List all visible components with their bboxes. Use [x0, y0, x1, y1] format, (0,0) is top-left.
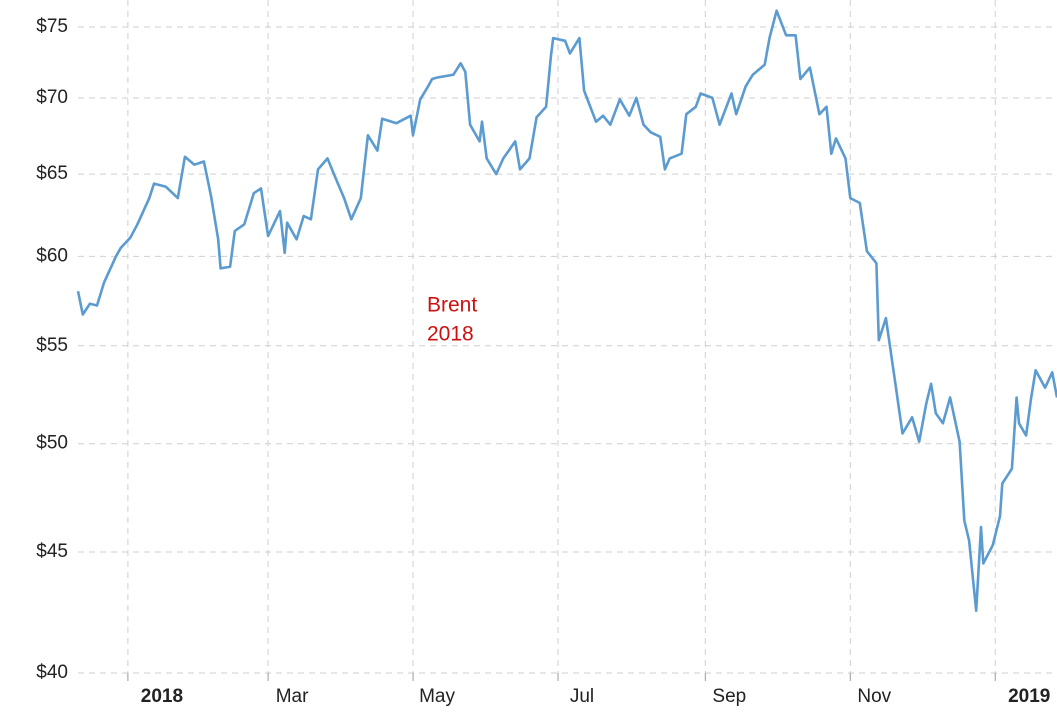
x-tick-label: Mar — [276, 686, 309, 707]
y-tick-label: $45 — [36, 541, 68, 562]
x-tick-label: 2018 — [141, 686, 183, 707]
y-tick-label: $60 — [36, 245, 68, 266]
x-tick-label: 2019 — [1008, 686, 1050, 707]
y-tick-label: $50 — [36, 433, 68, 454]
y-tick-label: $55 — [36, 335, 68, 356]
y-tick-label: $40 — [36, 662, 68, 683]
x-tick-label: Jul — [570, 686, 594, 707]
y-tick-label: $65 — [36, 163, 68, 184]
y-tick-label: $75 — [36, 16, 68, 37]
y-tick-label: $70 — [36, 87, 68, 108]
price-line — [76, 9, 1057, 612]
annotation: Brent — [427, 294, 477, 317]
x-tick-label: Nov — [857, 686, 891, 707]
x-tick-label: May — [419, 686, 455, 707]
x-tick-label: Sep — [712, 686, 746, 707]
annotation: 2018 — [427, 323, 474, 346]
